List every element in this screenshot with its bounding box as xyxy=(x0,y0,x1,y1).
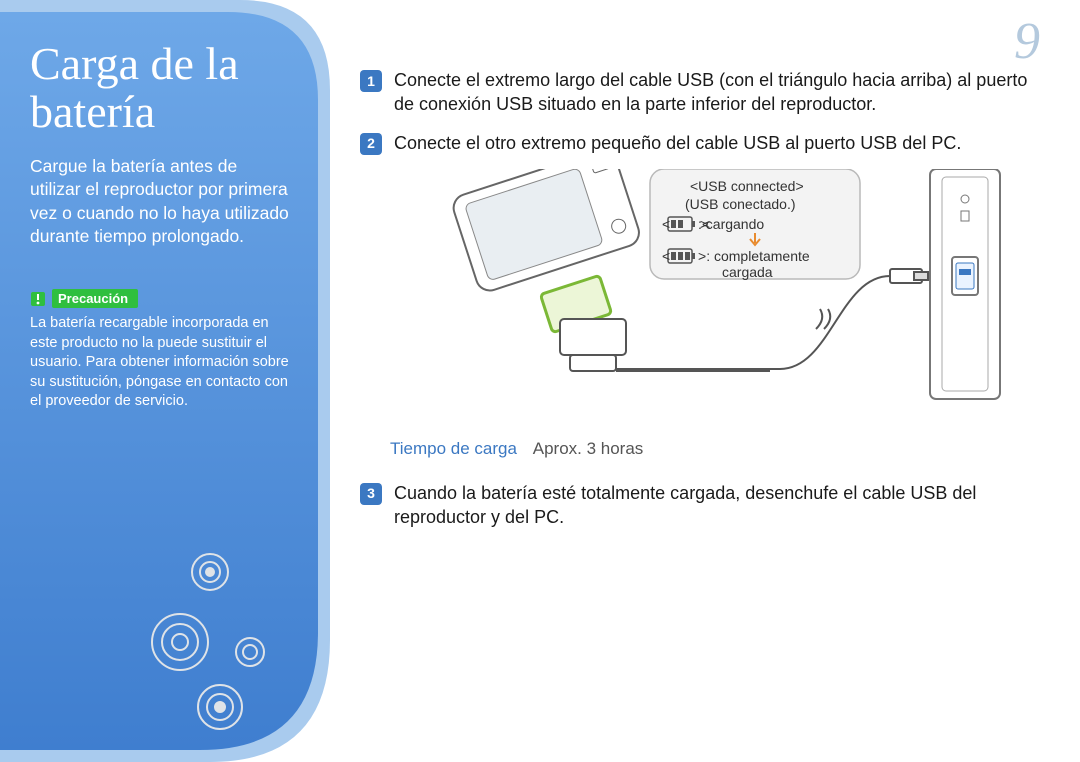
manual-page: Carga de la batería Cargue la batería an… xyxy=(0,0,1080,762)
charging-illustration: <USB connected> (USB conectado.) < < : c… xyxy=(390,169,1010,429)
svg-text:<: < xyxy=(662,216,670,232)
side-content: Carga de la batería Cargue la batería an… xyxy=(30,40,290,412)
illustration: <USB connected> (USB conectado.) < < : c… xyxy=(390,169,1010,429)
decorative-circles xyxy=(150,532,330,742)
step-1: 1 Conecte el extremo largo del cable USB… xyxy=(360,68,1040,117)
charging-time-row: Tiempo de carga Aprox. 3 horas xyxy=(390,439,1040,459)
section-intro: Cargue la batería antes de utilizar el r… xyxy=(30,155,290,250)
step-number-badge: 2 xyxy=(360,133,382,155)
step-number-badge: 3 xyxy=(360,483,382,505)
usb-cable-icon xyxy=(600,269,928,369)
step-text: Conecte el otro extremo pequeño del cabl… xyxy=(394,131,1040,155)
caution-header: Precaución xyxy=(30,289,290,308)
charging-time-label: Tiempo de carga xyxy=(390,439,517,458)
svg-text:>: > xyxy=(700,216,708,232)
step-text: Cuando la batería esté totalmente cargad… xyxy=(394,481,1040,530)
caution-icon xyxy=(30,291,46,307)
section-title: Carga de la batería xyxy=(30,40,290,137)
pc-panel-icon xyxy=(930,169,1000,399)
status-callout: <USB connected> (USB conectado.) < < : c… xyxy=(650,169,860,280)
svg-text:<: < xyxy=(662,248,670,264)
step-3: 3 Cuando la batería esté totalmente carg… xyxy=(360,481,1040,530)
step-number-badge: 1 xyxy=(360,70,382,92)
charging-time-value: Aprox. 3 horas xyxy=(533,439,644,458)
caution-label: Precaución xyxy=(52,289,138,308)
page-number: 9 xyxy=(1014,12,1040,71)
main-content: 1 Conecte el extremo largo del cable USB… xyxy=(360,68,1040,543)
caution-text: La batería recargable incorporada en est… xyxy=(30,314,290,412)
step-text: Conecte el extremo largo del cable USB (… xyxy=(394,68,1040,117)
callout-line1: <USB connected> xyxy=(690,178,804,194)
callout-line2: (USB conectado.) xyxy=(685,196,796,212)
svg-text:>: completamente: >: completamente xyxy=(698,248,810,264)
svg-text:cargada: cargada xyxy=(722,264,773,280)
step-2: 2 Conecte el otro extremo pequeño del ca… xyxy=(360,131,1040,155)
